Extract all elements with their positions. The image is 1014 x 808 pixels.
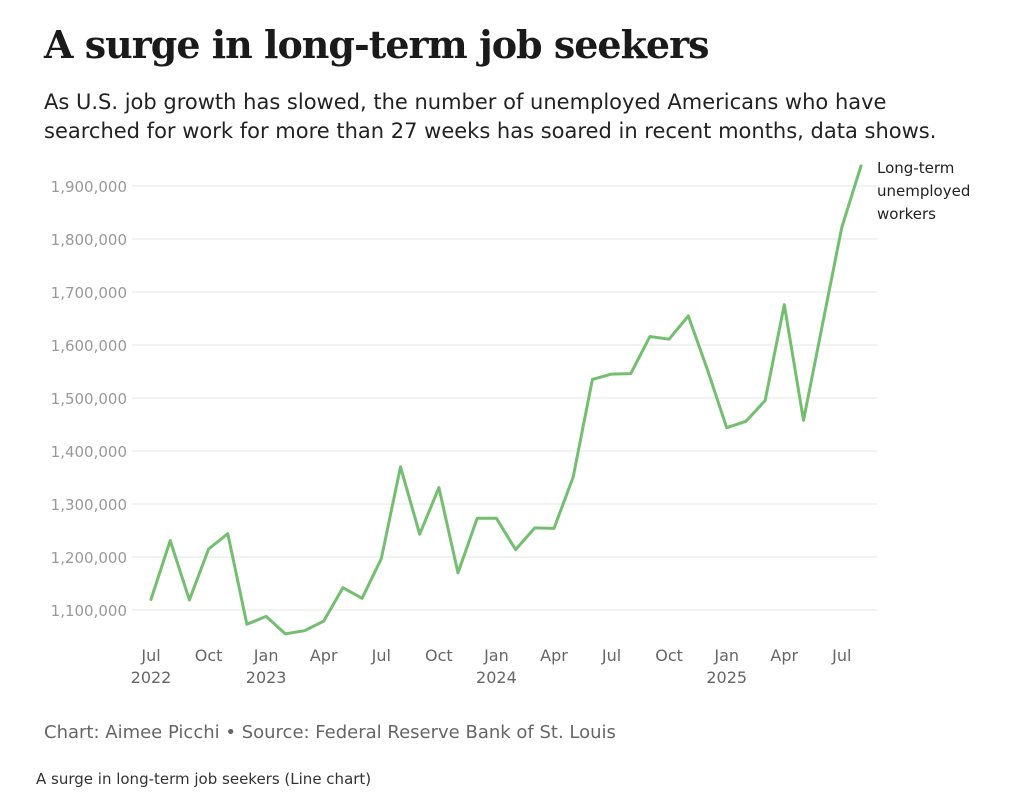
x-tick-label: Jan <box>483 646 509 665</box>
x-tick-label: Jul <box>831 646 851 665</box>
series-layer <box>149 164 863 636</box>
chart-title: A surge in long-term job seekers <box>44 22 710 67</box>
x-tick-label: Oct <box>655 646 683 665</box>
x-tick-year-label: 2024 <box>476 668 517 687</box>
x-tick-label: Jan <box>253 646 279 665</box>
y-tick-label: 1,700,000 <box>51 284 127 302</box>
chart-subtitle: As U.S. job growth has slowed, the numbe… <box>44 90 937 143</box>
x-tick-label: Apr <box>540 646 568 665</box>
x-tick-label: Oct <box>195 646 223 665</box>
x-tick-year-label: 2023 <box>246 668 287 687</box>
x-tick-label: Jul <box>601 646 621 665</box>
y-tick-label: 1,100,000 <box>51 602 127 620</box>
x-tick-label: Jan <box>713 646 739 665</box>
series-label-line: workers <box>877 205 936 223</box>
x-tick-label: Apr <box>770 646 798 665</box>
x-tick-label: Oct <box>425 646 453 665</box>
chart-caption: A surge in long-term job seekers (Line c… <box>36 770 372 788</box>
x-tick-label: Apr <box>310 646 338 665</box>
y-tick-label: 1,500,000 <box>51 390 127 408</box>
series-label: Long-term unemployed workers <box>877 157 1007 226</box>
x-tick-year-label: 2025 <box>706 668 747 687</box>
y-tick-label: 1,600,000 <box>51 337 127 355</box>
x-axis-ticks: Jul 2022 Oct Jan 2023 Apr Jul Oct Jan 2024 Apr Jul O… <box>131 646 852 687</box>
y-tick-label: 1,300,000 <box>51 496 127 514</box>
series-line <box>149 164 863 636</box>
series-label-line: Long-term <box>877 159 955 177</box>
x-tick-year-label: 2022 <box>131 668 172 687</box>
y-tick-label: 1,800,000 <box>51 231 127 249</box>
x-tick-label: Jul <box>140 646 160 665</box>
chart-credit: Chart: Aimee Picchi • Source: Federal Re… <box>44 722 616 743</box>
series-label-line: unemployed <box>877 182 971 200</box>
gridlines <box>132 185 877 611</box>
y-tick-label: 1,900,000 <box>51 178 127 196</box>
y-tick-label: 1,400,000 <box>51 443 127 461</box>
x-tick-label: Jul <box>371 646 391 665</box>
y-tick-label: 1,200,000 <box>51 549 127 567</box>
y-axis-ticks: 1,100,000 1,200,000 1,300,000 1,400,000 1,50… <box>51 178 127 620</box>
